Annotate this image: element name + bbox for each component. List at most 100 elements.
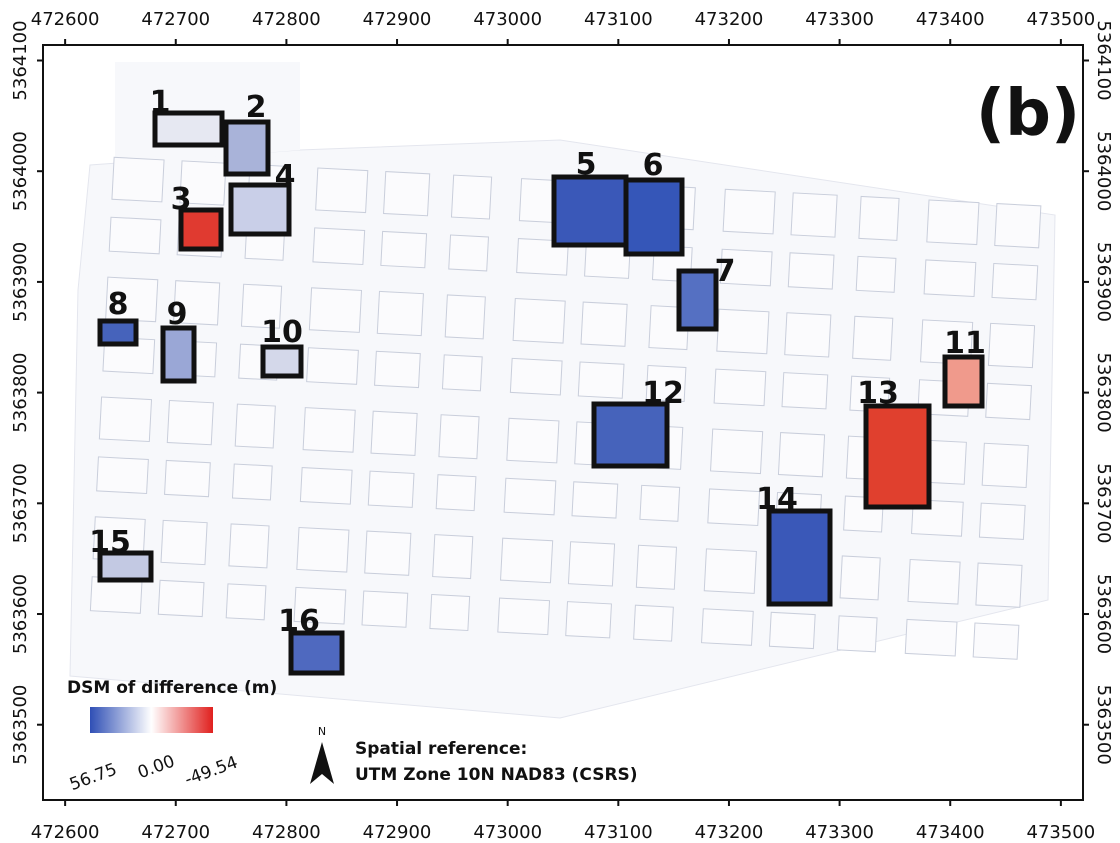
building-outline	[303, 408, 355, 453]
region-fill	[594, 404, 667, 466]
region-fill	[291, 633, 342, 673]
region-label: 11	[944, 326, 986, 361]
spatial-reference: UTM Zone 10N NAD83 (CSRS)	[355, 765, 638, 785]
x-tick-label: 473400	[916, 822, 985, 843]
building-outline	[782, 373, 828, 409]
panel-label: (b)	[976, 77, 1080, 151]
building-outline	[313, 228, 365, 265]
north-arrow	[310, 742, 334, 784]
building-outline	[566, 602, 612, 638]
building-outline	[307, 348, 359, 385]
region-fill	[263, 347, 301, 376]
building-outline	[986, 383, 1032, 419]
building-outline	[572, 482, 618, 518]
region-label: 16	[278, 604, 320, 639]
building-outline	[708, 489, 760, 526]
building-outline	[856, 256, 896, 292]
building-outline	[905, 619, 957, 656]
building-outline	[568, 542, 614, 586]
x-tick-label: 472700	[141, 9, 210, 30]
building-outline	[714, 369, 766, 406]
x-tick-label: 472800	[252, 9, 321, 30]
x-tick-label: 472800	[252, 822, 321, 843]
region-label: 15	[89, 525, 131, 560]
building-outline	[723, 189, 775, 234]
building-outline	[449, 235, 489, 271]
building-outline	[507, 418, 559, 463]
legend-title: DSM of difference (m)	[67, 678, 277, 698]
y-tick-label: 5363900	[10, 242, 31, 322]
building-outline	[445, 295, 485, 339]
building-outline	[982, 443, 1028, 487]
y-tick-label: 5364000	[1093, 131, 1114, 211]
y-tick-label: 5363600	[10, 574, 31, 654]
building-outline	[908, 560, 960, 605]
y-tick-label: 5363500	[1093, 685, 1114, 765]
building-outline	[717, 309, 769, 354]
region-fill	[226, 122, 268, 174]
x-tick-label: 472600	[31, 822, 100, 843]
region-label: 4	[275, 159, 296, 194]
x-tick-label: 473300	[805, 822, 874, 843]
building-outline	[316, 168, 368, 213]
region-label: 10	[261, 315, 303, 350]
building-outline	[97, 457, 149, 494]
region-label: 12	[642, 376, 684, 411]
building-outline	[430, 595, 470, 631]
x-tick-label: 473000	[473, 822, 542, 843]
building-outline	[498, 598, 550, 635]
building-outline	[995, 204, 1041, 248]
building-outline	[702, 609, 754, 646]
building-outline	[636, 545, 676, 589]
region-label: 6	[643, 148, 664, 183]
region-fill	[626, 180, 682, 254]
building-outline	[309, 288, 361, 333]
region-label: 8	[108, 287, 129, 322]
building-outline	[377, 291, 423, 335]
building-outline	[640, 485, 680, 521]
building-outline	[300, 468, 352, 505]
y-tick-label: 5364100	[10, 20, 31, 100]
building-outline	[988, 323, 1034, 367]
building-outline	[837, 616, 877, 652]
building-outline	[704, 549, 756, 594]
region-label: 9	[167, 297, 188, 332]
building-outline	[924, 260, 976, 297]
building-outline	[853, 316, 893, 360]
building-outline	[992, 263, 1038, 299]
y-tick-label: 5364100	[1093, 20, 1114, 100]
building-outline	[167, 401, 213, 445]
building-outline	[433, 535, 473, 579]
spatial-reference: Spatial reference:	[355, 739, 527, 759]
legend-label: 56.75	[67, 760, 120, 795]
building-outline	[578, 362, 624, 398]
region-fill	[554, 177, 626, 245]
building-outline	[161, 520, 207, 564]
north-label: N	[318, 725, 326, 738]
x-tick-label: 472700	[141, 822, 210, 843]
map-figure: 472600 472600 472700 472700 472800 472800 4729…	[0, 0, 1120, 843]
building-outline	[439, 415, 479, 459]
building-outline	[381, 231, 427, 267]
building-outline	[112, 157, 164, 202]
region-fill	[866, 406, 929, 507]
x-tick-label: 472600	[31, 9, 100, 30]
building-outline	[232, 464, 272, 500]
x-tick-label: 473100	[584, 822, 653, 843]
building-outline	[976, 563, 1022, 607]
building-outline	[362, 591, 408, 627]
building-outline	[791, 193, 837, 237]
x-tick-label: 473400	[916, 9, 985, 30]
building-outline	[109, 217, 161, 254]
building-outline	[510, 358, 562, 395]
building-outline	[840, 556, 880, 600]
building-outline	[297, 527, 349, 572]
building-outline	[99, 397, 151, 442]
building-outline	[504, 478, 556, 515]
x-tick-label: 472900	[363, 9, 432, 30]
building-outline	[235, 404, 275, 448]
building-outline	[375, 351, 421, 387]
region-fill	[769, 511, 830, 604]
legend-label: 0.00	[135, 751, 177, 783]
x-tick-label: 473000	[473, 9, 542, 30]
